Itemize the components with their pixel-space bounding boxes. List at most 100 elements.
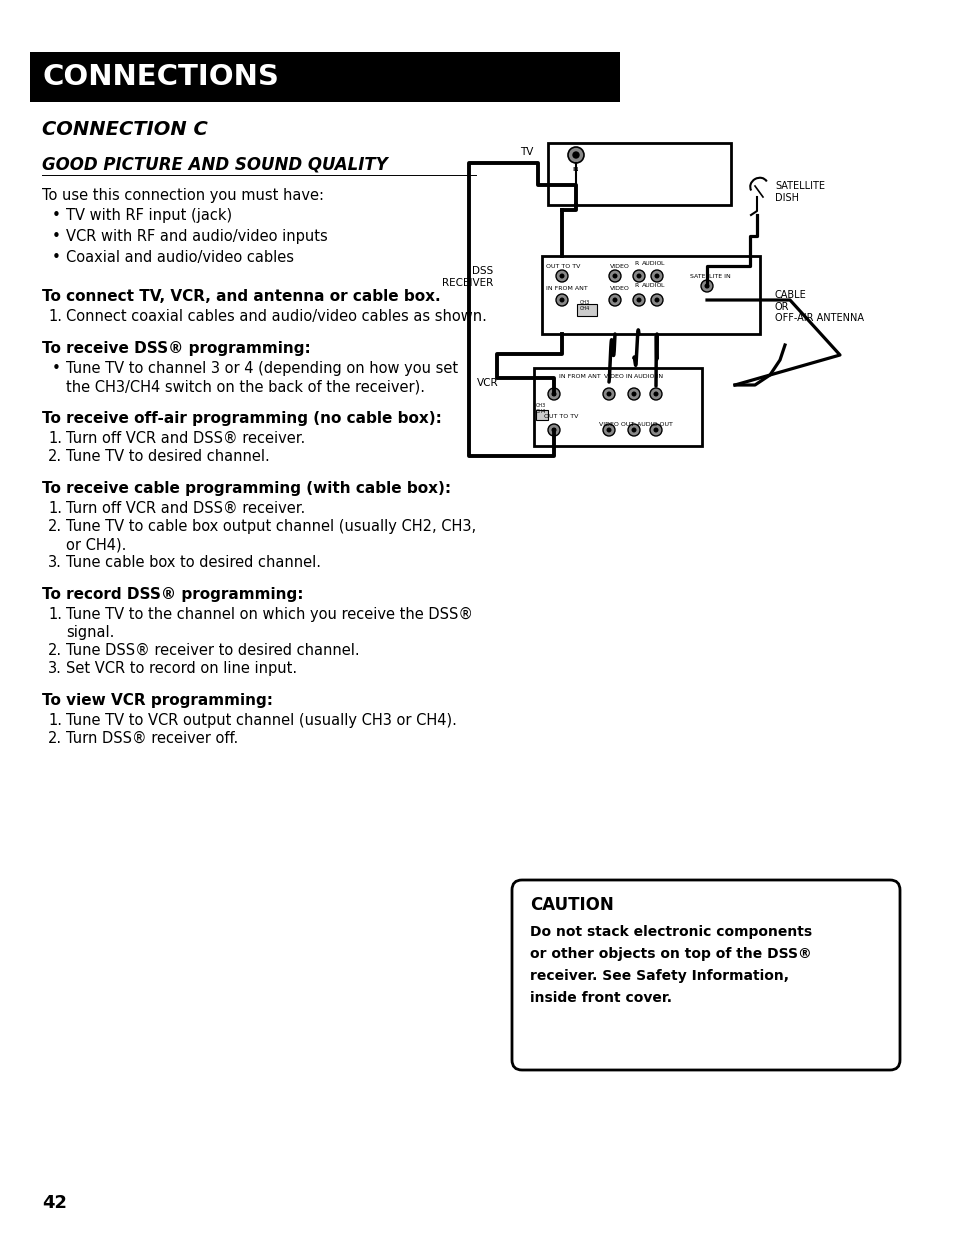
Text: the CH3/CH4 switch on the back of the receiver).: the CH3/CH4 switch on the back of the re…: [66, 379, 424, 394]
Text: IN FROM ANT: IN FROM ANT: [558, 374, 600, 379]
Circle shape: [558, 273, 564, 279]
Text: 1.: 1.: [48, 501, 62, 516]
Text: 2.: 2.: [48, 519, 62, 534]
Text: Tune TV to VCR output channel (usually CH3 or CH4).: Tune TV to VCR output channel (usually C…: [66, 713, 456, 727]
Circle shape: [650, 294, 662, 306]
Circle shape: [627, 388, 639, 400]
Text: Set VCR to record on line input.: Set VCR to record on line input.: [66, 661, 296, 676]
Text: R: R: [634, 283, 638, 288]
Text: •: •: [52, 228, 61, 245]
Text: 1.: 1.: [48, 309, 62, 324]
Text: or CH4).: or CH4).: [66, 537, 126, 552]
Text: •: •: [52, 361, 61, 375]
Text: VIDEO: VIDEO: [609, 264, 629, 269]
Text: DSS
RECEIVER: DSS RECEIVER: [441, 266, 493, 288]
Text: To receive DSS® programming:: To receive DSS® programming:: [42, 341, 311, 356]
Text: L: L: [659, 261, 662, 266]
Text: Turn DSS® receiver off.: Turn DSS® receiver off.: [66, 731, 238, 746]
Circle shape: [631, 391, 636, 396]
Text: AUDIO OUT: AUDIO OUT: [637, 422, 672, 427]
Text: VIDEO IN: VIDEO IN: [603, 374, 632, 379]
Text: 2.: 2.: [48, 731, 62, 746]
Circle shape: [703, 284, 709, 289]
Bar: [577, 304, 597, 316]
Text: or other objects on top of the DSS®: or other objects on top of the DSS®: [530, 947, 811, 961]
Circle shape: [612, 298, 617, 303]
Text: CAUTION: CAUTION: [530, 897, 613, 914]
Text: 1.: 1.: [48, 713, 62, 727]
Text: To view VCR programming:: To view VCR programming:: [42, 693, 273, 708]
Text: Coaxial and audio/video cables: Coaxial and audio/video cables: [66, 249, 294, 266]
Circle shape: [547, 424, 559, 436]
Text: Tune cable box to desired channel.: Tune cable box to desired channel.: [66, 555, 320, 571]
Circle shape: [602, 388, 615, 400]
Text: CONNECTIONS: CONNECTIONS: [42, 63, 278, 91]
Text: IN: IN: [572, 167, 578, 172]
Circle shape: [606, 391, 611, 396]
Circle shape: [602, 424, 615, 436]
Text: 2.: 2.: [48, 643, 62, 658]
Circle shape: [612, 273, 617, 279]
Text: AUDIO IN: AUDIO IN: [634, 374, 662, 379]
Text: Turn off VCR and DSS® receiver.: Turn off VCR and DSS® receiver.: [66, 431, 305, 446]
Text: receiver. See Safety Information,: receiver. See Safety Information,: [530, 969, 788, 983]
Bar: [30, 52, 619, 103]
Text: To receive cable programming (with cable box):: To receive cable programming (with cable…: [42, 480, 451, 496]
Text: Tune TV to cable box output channel (usually CH2, CH3,: Tune TV to cable box output channel (usu…: [66, 519, 476, 534]
Text: OUT TO TV: OUT TO TV: [543, 414, 578, 419]
Text: To connect TV, VCR, and antenna or cable box.: To connect TV, VCR, and antenna or cable…: [42, 289, 440, 304]
Text: R: R: [634, 261, 638, 266]
Bar: [541, 256, 760, 333]
Circle shape: [551, 391, 556, 396]
Text: AUDIO: AUDIO: [641, 261, 661, 266]
Text: Tune TV to channel 3 or 4 (depending on how you set: Tune TV to channel 3 or 4 (depending on …: [66, 361, 457, 375]
Text: SATELLITE IN: SATELLITE IN: [689, 274, 730, 279]
Text: •: •: [52, 207, 61, 224]
Text: To receive off-air programming (no cable box):: To receive off-air programming (no cable…: [42, 411, 441, 426]
Text: Tune TV to desired channel.: Tune TV to desired channel.: [66, 450, 270, 464]
Text: VIDEO OUT: VIDEO OUT: [598, 422, 634, 427]
Text: •: •: [52, 249, 61, 266]
Circle shape: [627, 424, 639, 436]
Circle shape: [556, 294, 567, 306]
Circle shape: [606, 427, 611, 432]
Text: AUDIO: AUDIO: [641, 283, 661, 288]
Circle shape: [636, 273, 640, 279]
Text: Do not stack electronic components: Do not stack electronic components: [530, 925, 811, 939]
Circle shape: [573, 152, 578, 158]
Text: 1.: 1.: [48, 431, 62, 446]
Text: CH3
CH4: CH3 CH4: [536, 403, 546, 414]
Circle shape: [654, 273, 659, 279]
Circle shape: [558, 298, 564, 303]
Bar: [536, 410, 547, 420]
Text: 3.: 3.: [48, 555, 62, 571]
FancyBboxPatch shape: [512, 881, 899, 1070]
Circle shape: [631, 427, 636, 432]
Text: Tune DSS® receiver to desired channel.: Tune DSS® receiver to desired channel.: [66, 643, 359, 658]
Circle shape: [633, 270, 644, 282]
Text: IN FROM ANT: IN FROM ANT: [545, 287, 587, 291]
Circle shape: [608, 270, 620, 282]
Text: Connect coaxial cables and audio/video cables as shown.: Connect coaxial cables and audio/video c…: [66, 309, 486, 324]
Circle shape: [547, 388, 559, 400]
Circle shape: [654, 298, 659, 303]
Circle shape: [650, 270, 662, 282]
Circle shape: [653, 427, 658, 432]
Text: GOOD PICTURE AND SOUND QUALITY: GOOD PICTURE AND SOUND QUALITY: [42, 156, 387, 174]
Text: VCR with RF and audio/video inputs: VCR with RF and audio/video inputs: [66, 228, 328, 245]
Circle shape: [636, 298, 640, 303]
Text: VIDEO: VIDEO: [609, 287, 629, 291]
Text: Turn off VCR and DSS® receiver.: Turn off VCR and DSS® receiver.: [66, 501, 305, 516]
Circle shape: [633, 294, 644, 306]
Circle shape: [700, 280, 712, 291]
Circle shape: [653, 391, 658, 396]
Text: CH3
CH4: CH3 CH4: [579, 300, 590, 311]
Circle shape: [649, 424, 661, 436]
Text: Tune TV to the channel on which you receive the DSS®: Tune TV to the channel on which you rece…: [66, 606, 473, 622]
Text: SATELLITE
DISH: SATELLITE DISH: [774, 182, 824, 203]
Circle shape: [608, 294, 620, 306]
Text: L: L: [659, 283, 662, 288]
Text: TV: TV: [519, 147, 533, 157]
Text: 42: 42: [42, 1194, 67, 1212]
Circle shape: [567, 147, 583, 163]
